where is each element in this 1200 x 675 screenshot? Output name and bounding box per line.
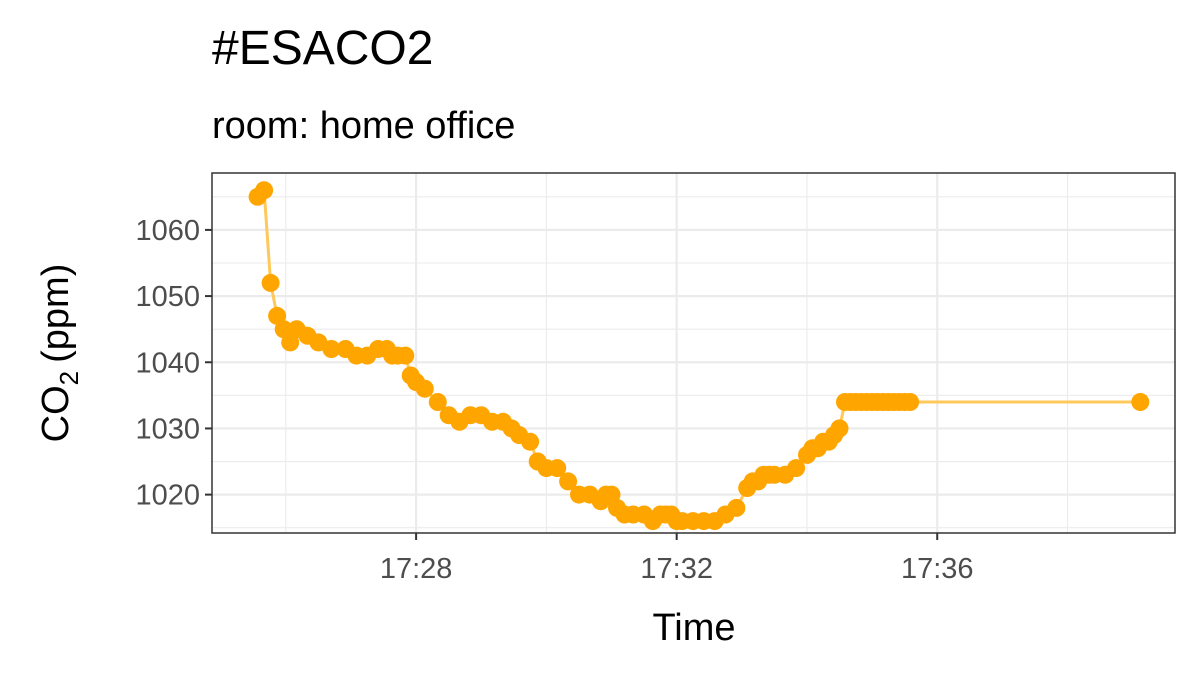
y-tick-label: 1050 xyxy=(135,281,200,313)
data-point xyxy=(261,273,280,292)
y-tick-label: 1020 xyxy=(135,480,200,512)
data-point xyxy=(396,346,415,365)
chart-subtitle: room: home office xyxy=(212,105,515,147)
data-point xyxy=(415,379,434,398)
y-axis: 1020 1030 1040 1050 1060 xyxy=(135,215,212,512)
data-point xyxy=(255,181,274,200)
chart-title: #ESACO2 xyxy=(212,22,433,75)
data-point xyxy=(1131,393,1150,411)
x-tick-label: 17:32 xyxy=(640,553,713,585)
data-point xyxy=(787,459,806,478)
data-point xyxy=(428,393,447,411)
data-point xyxy=(548,459,567,478)
data-point xyxy=(559,472,578,491)
panel-border xyxy=(211,172,1176,534)
data-point xyxy=(830,419,849,438)
data-point xyxy=(727,498,746,517)
x-tick-label: 17:28 xyxy=(380,553,453,585)
y-axis-title-subscript: 2 xyxy=(54,371,84,385)
y-axis-title-main: CO xyxy=(35,385,77,442)
data-point xyxy=(268,306,287,325)
y-tick-label: 1040 xyxy=(135,347,200,379)
y-tick-label: 1060 xyxy=(135,215,200,247)
x-axis-title: Time xyxy=(652,607,735,649)
x-tick-label: 17:36 xyxy=(901,553,974,585)
y-axis-title-unit: (ppm) xyxy=(35,264,77,363)
data-point xyxy=(322,340,341,358)
data-point xyxy=(901,393,920,411)
data-point xyxy=(521,432,540,451)
x-axis: 17:28 17:32 17:36 xyxy=(380,533,974,585)
y-tick-label: 1030 xyxy=(135,413,200,445)
y-axis-title: CO2 (ppm) xyxy=(35,264,84,443)
data-series xyxy=(248,181,1150,531)
